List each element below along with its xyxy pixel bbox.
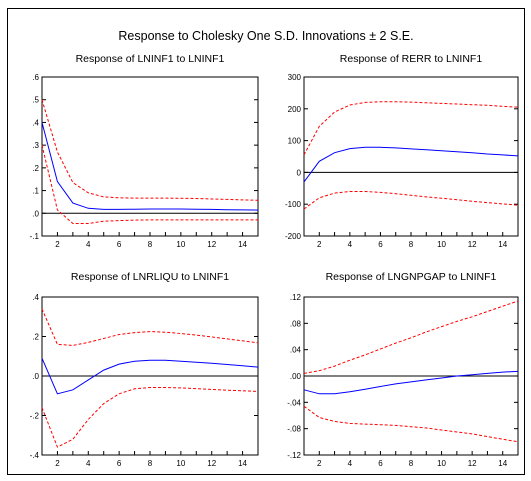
y-tick-label: .5 (32, 96, 39, 105)
y-tick-label: .08 (290, 319, 302, 328)
y-tick-label: -.12 (287, 451, 301, 460)
x-tick-label: 10 (437, 459, 446, 468)
upper-band-line (41, 308, 259, 346)
y-tick-label: .4 (32, 118, 39, 127)
chart-grid: Response of LNINF1 to LNINF1 -.1 .0 .1 .2 .3.… (30, 53, 519, 468)
y-tick-label: -200 (285, 232, 302, 241)
x-tick-label: 8 (148, 240, 153, 249)
x-tick-label: 14 (238, 459, 247, 468)
lower-band-line (41, 144, 258, 224)
upper-band-line (303, 101, 519, 156)
y-tick-label: -.04 (287, 398, 301, 407)
y-tick-label: .1 (32, 187, 39, 196)
x-tick-label: 12 (468, 459, 477, 468)
x-tick-label: 4 (348, 240, 353, 249)
y-tick-label: -.4 (30, 451, 40, 460)
chart-panel-1: Response of LNINF1 to LNINF1 -.1 .0 .1 .2 .3.… (30, 53, 259, 249)
y-tick-label: .0 (32, 209, 39, 218)
y-tick-label: .3 (32, 141, 39, 150)
y-tick-label: .4 (32, 293, 39, 302)
upper-band-line (41, 99, 259, 201)
plot-area (41, 76, 259, 237)
chart-panel-4: Response of LNGNPGAP to LNINF1 -.12 -.08 -.… (287, 271, 519, 468)
y-tick-label: .12 (290, 293, 302, 302)
response-line (303, 146, 519, 183)
figure-title: Response to Cholesky One S.D. Innovation… (118, 29, 413, 43)
plot-area (303, 76, 519, 237)
x-tick-label: 14 (238, 240, 247, 249)
y-tick-label: .2 (32, 333, 39, 342)
lower-band-line (41, 387, 259, 448)
response-line (303, 370, 519, 395)
y-tick-label: .2 (32, 164, 39, 173)
y-tick-label: -.1 (30, 232, 40, 241)
chart-panel-2: Response of RERR to LNINF1 -200 -100 0 100 20… (285, 53, 519, 249)
y-tick-label: .6 (32, 73, 39, 82)
y-tick-label: .04 (290, 346, 302, 355)
x-tick-label: 14 (498, 240, 507, 249)
x-tick-label: 2 (317, 240, 322, 249)
x-tick-label: 4 (86, 459, 91, 468)
y-tick-label: 0 (297, 168, 302, 177)
x-tick-label: 8 (409, 459, 414, 468)
lower-band-line (303, 405, 519, 443)
x-tick-label: 10 (437, 240, 446, 249)
x-tick-label: 4 (86, 240, 91, 249)
x-tick-label: 6 (117, 240, 122, 249)
y-tick-label: -.08 (287, 425, 301, 434)
x-tick-label: 10 (176, 240, 185, 249)
x-tick-label: 2 (317, 459, 322, 468)
x-tick-label: 14 (498, 459, 507, 468)
y-tick-label: -100 (285, 200, 302, 209)
x-tick-label: 2 (55, 459, 60, 468)
response-line (41, 122, 259, 211)
x-tick-label: 10 (176, 459, 185, 468)
y-tick-label: 300 (288, 73, 302, 82)
x-tick-label: 8 (409, 240, 414, 249)
x-tick-label: 6 (117, 459, 122, 468)
y-tick-label: .0 (32, 372, 39, 381)
x-tick-label: 8 (148, 459, 153, 468)
y-tick-label: -.2 (30, 412, 40, 421)
chart-title: Response of RERR to LNINF1 (340, 53, 483, 65)
x-tick-label: 2 (55, 240, 60, 249)
y-tick-label: 200 (288, 105, 302, 114)
chart-panel-3: Response of LNRLIQU to LNINF1 -.4 -.2 .0 .2.… (30, 271, 259, 468)
chart-title: Response of LNGNPGAP to LNINF1 (326, 271, 497, 283)
y-tick-label: .00 (290, 372, 302, 381)
upper-band-line (303, 300, 519, 374)
x-tick-label: 6 (378, 240, 383, 249)
chart-title: Response of LNRLIQU to LNINF1 (71, 271, 229, 283)
x-tick-label: 12 (468, 240, 477, 249)
y-tick-label: 100 (288, 137, 302, 146)
x-tick-label: 6 (378, 459, 383, 468)
response-line (41, 358, 259, 395)
chart-title: Response of LNINF1 to LNINF1 (76, 53, 225, 65)
x-tick-label: 12 (207, 459, 216, 468)
x-tick-label: 12 (207, 240, 216, 249)
lower-band-line (303, 191, 519, 210)
x-tick-label: 4 (348, 459, 353, 468)
